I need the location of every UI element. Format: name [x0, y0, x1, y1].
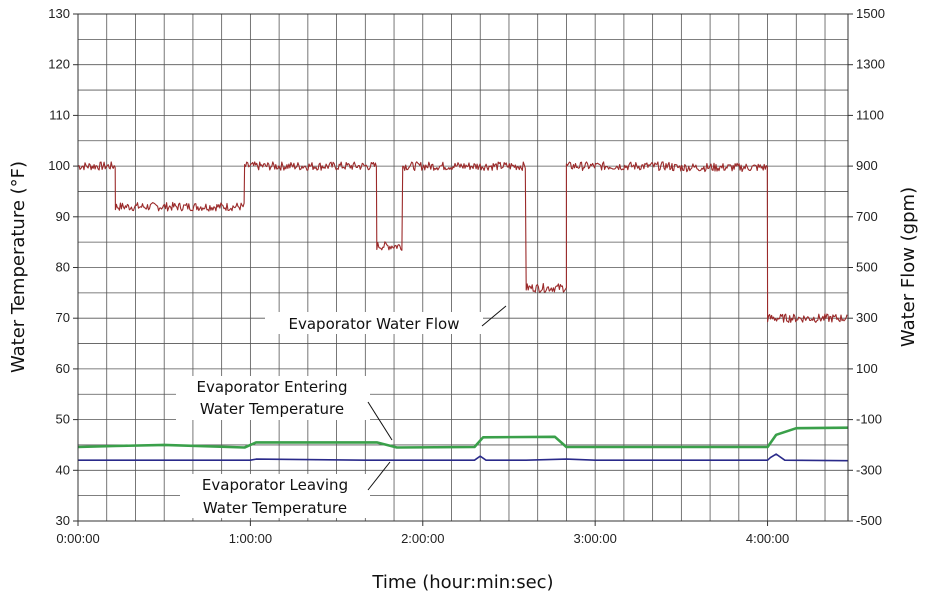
left-tick-label: 30 — [56, 513, 70, 528]
right-tick-label: 1100 — [856, 107, 884, 122]
left-tick-label: 100 — [48, 158, 70, 173]
left-tick-label: 110 — [49, 107, 70, 122]
right-tick-label: -100 — [856, 412, 882, 427]
left-tick-label: 60 — [56, 361, 70, 376]
left-tick-label: 40 — [56, 462, 70, 477]
right-tick-label: 900 — [856, 158, 878, 173]
entering-annotation: Evaporator Entering Water Temperature — [176, 376, 393, 441]
leaving-annotation: Evaporator Leaving Water Temperature — [180, 461, 391, 518]
left-tick-label: 80 — [56, 260, 70, 275]
right-tick-label: -300 — [856, 462, 882, 477]
right-tick-label: 700 — [856, 209, 878, 224]
entering-annotation-leader — [367, 401, 393, 441]
right-tick-label: -500 — [856, 513, 882, 528]
right-tick-label: 1500 — [856, 6, 885, 21]
leaving-annotation-bg — [180, 474, 370, 518]
entering-annotation-line2: Water Temperature — [200, 400, 344, 418]
right-tick-label: 500 — [856, 260, 878, 275]
entering-annotation-line1: Evaporator Entering — [196, 378, 347, 396]
flow-annotation-text: Evaporator Water Flow — [289, 315, 460, 333]
series-line-entering-temp — [77, 426, 849, 449]
leaving-annotation-line2: Water Temperature — [203, 499, 347, 517]
leaving-annotation-leader — [367, 461, 391, 491]
flow-annotation: Evaporator Water Flow — [265, 305, 507, 334]
left-tick-label: 130 — [48, 6, 70, 21]
x-axis-title: Time (hour:min:sec) — [371, 572, 553, 593]
leaving-annotation-line1: Evaporator Leaving — [202, 476, 348, 494]
axis-ticks: 30 40 50 60 70 80 90 100 110 120 130 -500 -300 -100 10… — [48, 6, 885, 546]
left-tick-label: 50 — [56, 412, 70, 427]
x-tick-label: 1:00:00 — [229, 531, 272, 546]
right-tick-label: 300 — [856, 310, 878, 325]
series-layer — [77, 161, 849, 462]
flow-annotation-leader — [481, 305, 507, 327]
left-axis-title: Water Temperature (°F) — [8, 161, 29, 373]
x-tick-label: 3:00:00 — [573, 531, 616, 546]
right-axis-title: Water Flow (gpm) — [898, 187, 919, 347]
flow-annotation-bg — [265, 312, 483, 334]
series-line-water-flow — [77, 161, 848, 323]
x-tick-label: 0:00:00 — [56, 531, 99, 546]
x-tick-label: 2:00:00 — [401, 531, 444, 546]
right-tick-label: 1300 — [856, 57, 885, 72]
left-tick-label: 120 — [48, 57, 70, 72]
left-tick-label: 90 — [56, 209, 70, 224]
x-tick-label: 4:00:00 — [746, 531, 789, 546]
right-tick-label: 100 — [856, 361, 878, 376]
entering-annotation-bg — [176, 376, 370, 420]
left-tick-label: 70 — [56, 310, 70, 325]
series-line-leaving-temp — [78, 453, 849, 462]
